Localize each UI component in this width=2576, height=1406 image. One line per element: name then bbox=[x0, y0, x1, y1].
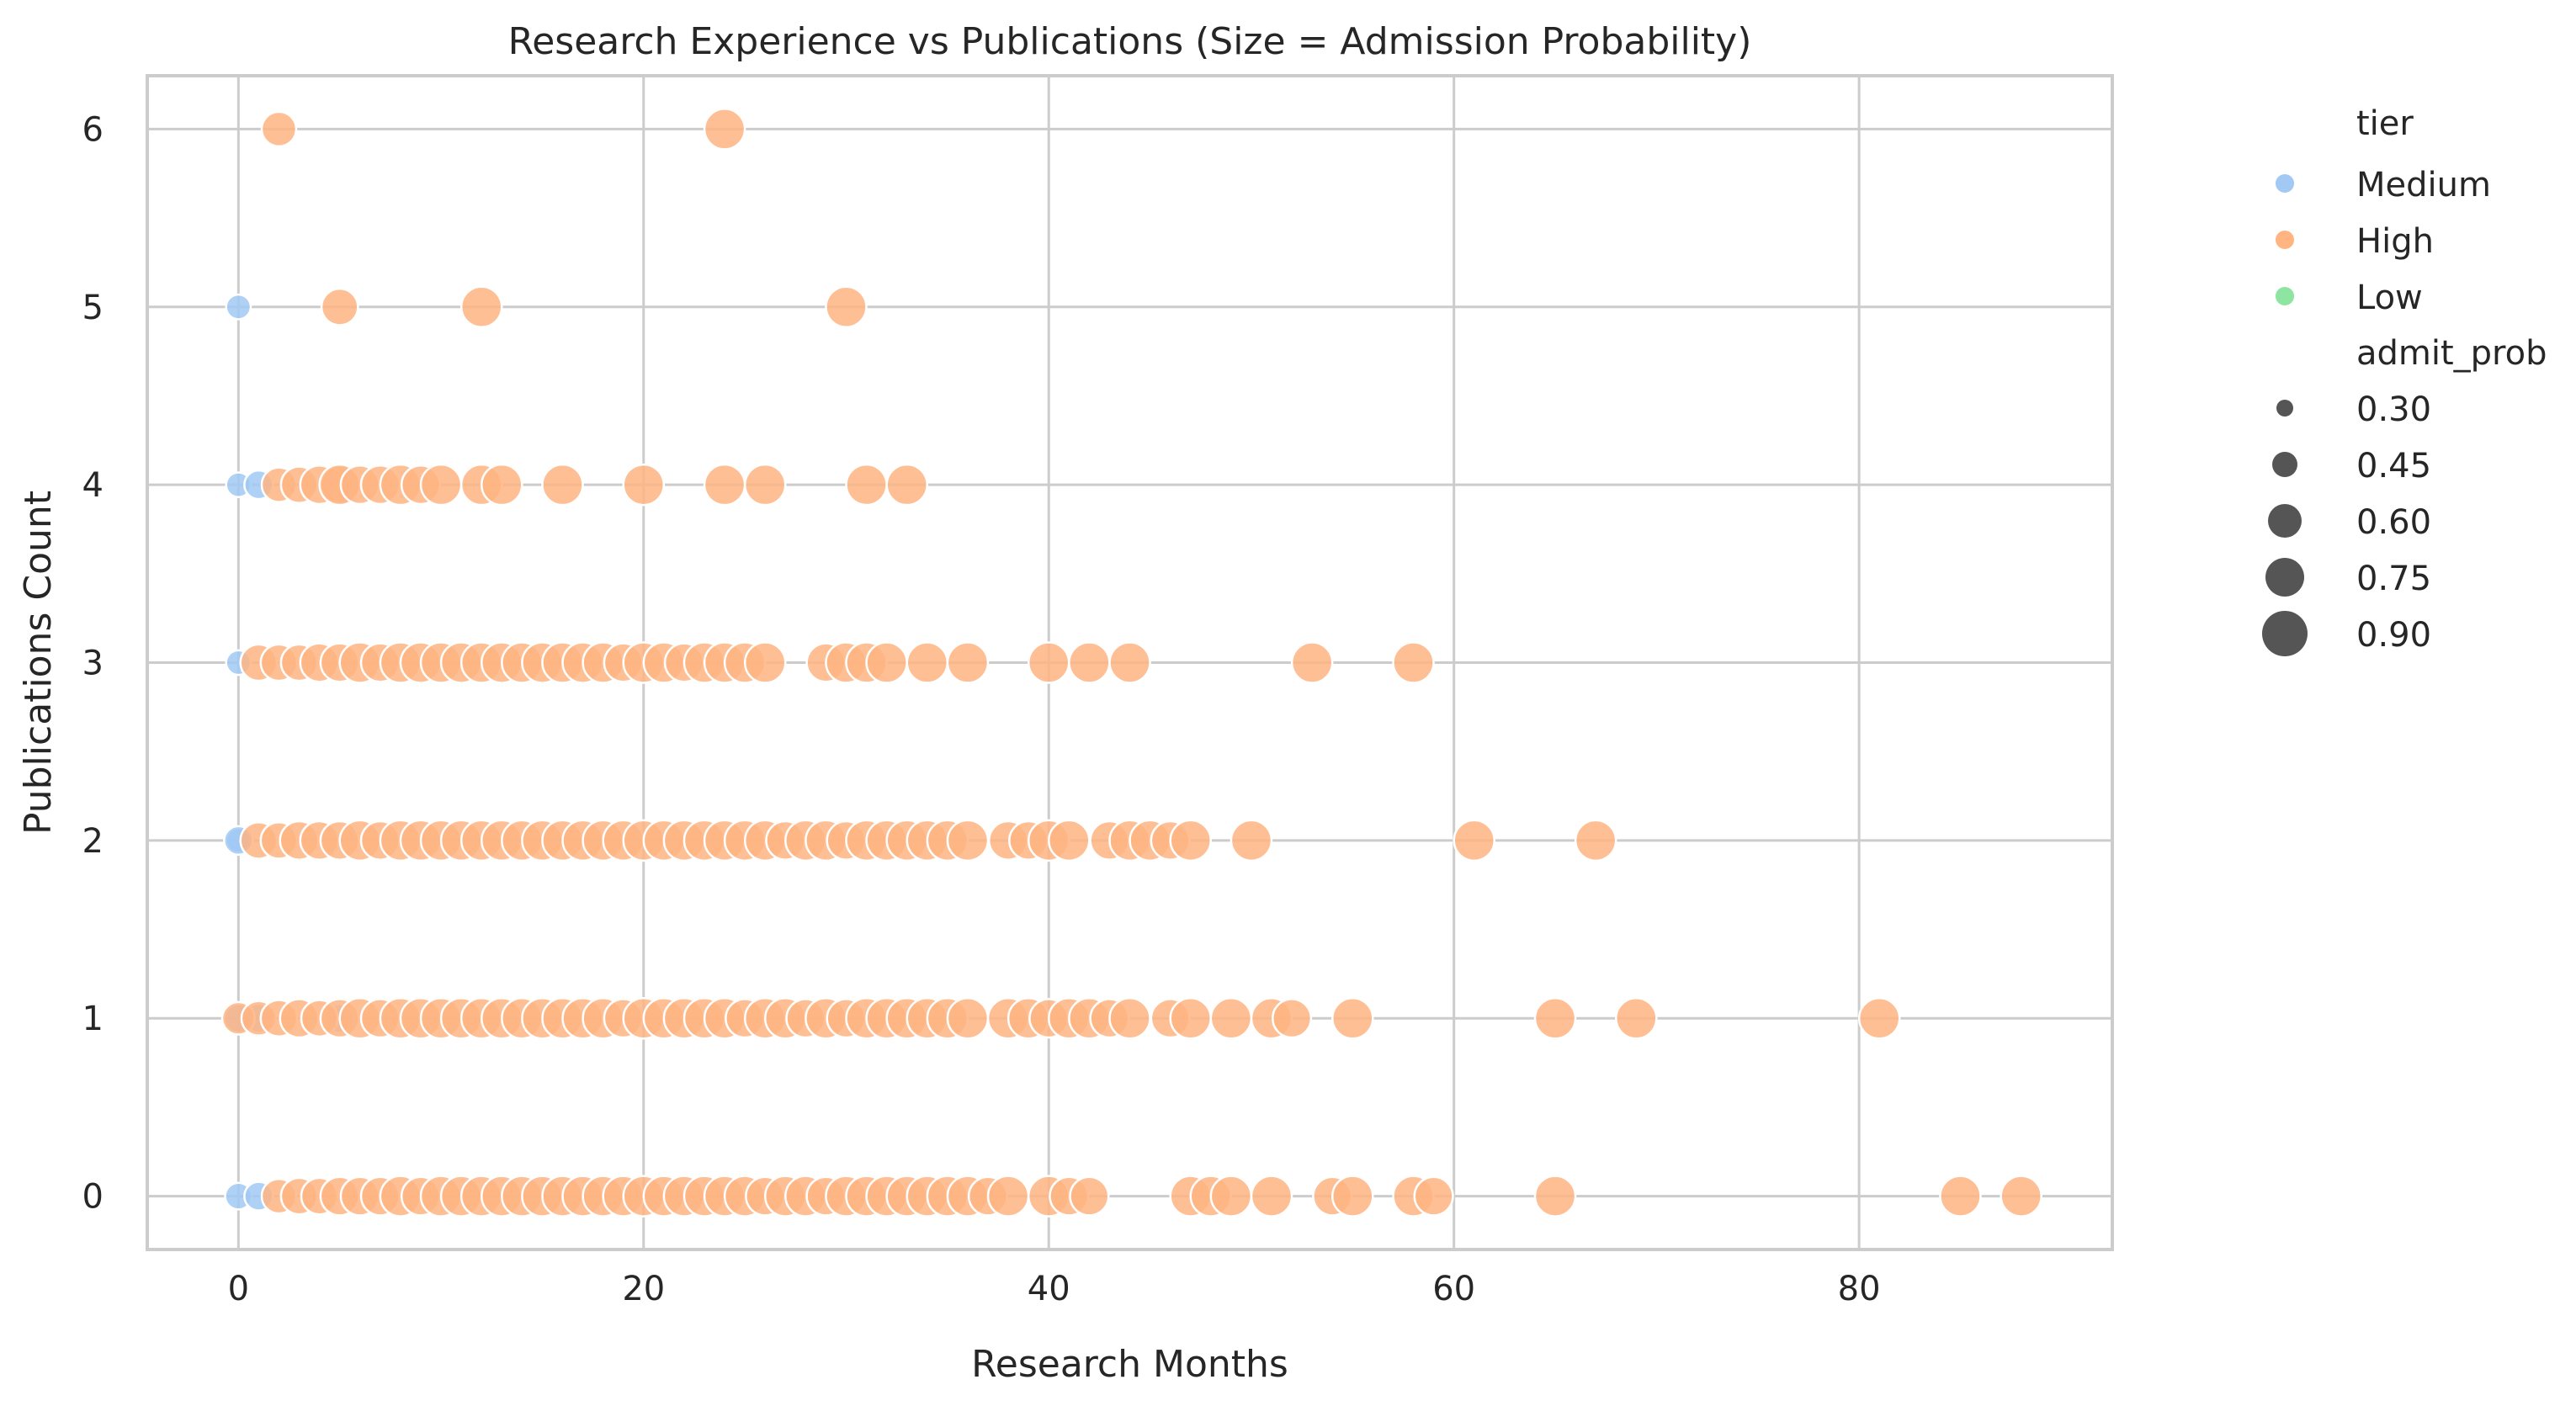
data-point-high bbox=[865, 641, 908, 684]
data-point-high bbox=[1250, 1175, 1293, 1218]
data-point-high bbox=[1533, 996, 1577, 1040]
data-point-high bbox=[1615, 996, 1658, 1040]
legend: tier Medium High Low admit_prob 0.30 0.45 0.60 0… bbox=[2262, 104, 2547, 656]
x-tick-label: 20 bbox=[622, 1270, 665, 1308]
legend-size-marker bbox=[2262, 611, 2308, 656]
data-point-high bbox=[1069, 1175, 1110, 1217]
data-point-high bbox=[622, 463, 666, 507]
legend-label-medium: Medium bbox=[2356, 166, 2491, 204]
legend-marker-high bbox=[2276, 231, 2294, 249]
data-point-high bbox=[1209, 996, 1253, 1040]
data-point-high bbox=[885, 463, 928, 507]
legend-label-high: High bbox=[2356, 222, 2434, 261]
data-point-high bbox=[1533, 1175, 1577, 1218]
legend-size-label: 0.75 bbox=[2356, 560, 2431, 598]
data-point-high bbox=[1169, 996, 1212, 1040]
y-tick-label: 6 bbox=[82, 110, 104, 149]
data-point-high bbox=[1108, 641, 1151, 684]
legend-marker-medium bbox=[2276, 174, 2294, 193]
data-point-medium bbox=[225, 293, 252, 321]
legend-size-label: 0.30 bbox=[2356, 390, 2431, 429]
x-tick-label: 0 bbox=[228, 1270, 249, 1308]
data-point-high bbox=[1271, 998, 1313, 1039]
data-point-high bbox=[1574, 819, 1617, 862]
data-point-high bbox=[2000, 1175, 2042, 1218]
data-point-high bbox=[1331, 1175, 1374, 1218]
data-point-high bbox=[1209, 1175, 1253, 1218]
data-point-high bbox=[946, 819, 990, 862]
y-axis-label: Publications Count bbox=[17, 491, 60, 835]
x-tick-label: 60 bbox=[1432, 1270, 1475, 1308]
y-tick-label: 0 bbox=[82, 1178, 104, 1217]
data-point-high bbox=[743, 463, 787, 507]
legend-size-marker bbox=[2276, 400, 2293, 416]
data-point-high bbox=[320, 287, 359, 326]
data-point-high bbox=[260, 110, 298, 148]
tick-labels: 0 20 40 60 80 0 1 2 3 4 5 6 bbox=[82, 110, 1881, 1308]
legend-size-label: 0.90 bbox=[2356, 616, 2431, 655]
data-point-high bbox=[1453, 819, 1495, 862]
x-axis-label: Research Months bbox=[971, 1343, 1288, 1386]
data-point-high bbox=[1392, 641, 1435, 684]
data-point-high bbox=[419, 463, 463, 507]
data-point-high bbox=[743, 641, 787, 684]
data-point-high bbox=[1068, 641, 1111, 684]
y-tick-label: 4 bbox=[82, 466, 104, 505]
data-point-high bbox=[1230, 819, 1273, 862]
plot-frame bbox=[146, 74, 2114, 1251]
x-tick-label: 80 bbox=[1838, 1270, 1881, 1308]
data-point-high bbox=[1413, 1175, 1454, 1217]
data-point-high bbox=[1290, 641, 1334, 684]
legend-label-low: Low bbox=[2356, 279, 2423, 317]
legend-hue-title: tier bbox=[2356, 104, 2414, 143]
legend-size-marker bbox=[2272, 452, 2297, 477]
data-point-high bbox=[825, 285, 868, 329]
data-point-high bbox=[1939, 1175, 1982, 1218]
data-points bbox=[220, 108, 2042, 1218]
data-point-high bbox=[906, 641, 949, 684]
data-point-high bbox=[1027, 641, 1070, 684]
data-point-high bbox=[1108, 996, 1151, 1040]
x-tick-label: 40 bbox=[1028, 1270, 1070, 1308]
data-point-high bbox=[1331, 996, 1374, 1040]
data-point-high bbox=[703, 463, 746, 507]
legend-size-marker bbox=[2265, 558, 2304, 597]
legend-marker-low bbox=[2276, 287, 2294, 305]
data-point-high bbox=[541, 463, 584, 507]
data-point-high bbox=[703, 108, 746, 151]
chart-title: Research Experience vs Publications (Siz… bbox=[508, 20, 1752, 63]
data-point-high bbox=[481, 463, 523, 507]
y-tick-label: 5 bbox=[82, 289, 104, 327]
y-tick-label: 2 bbox=[82, 822, 104, 861]
data-point-high bbox=[1169, 819, 1212, 862]
legend-size-label: 0.45 bbox=[2356, 447, 2431, 485]
data-point-high bbox=[986, 1175, 1030, 1218]
data-point-high bbox=[946, 641, 990, 684]
legend-size-marker bbox=[2268, 504, 2302, 538]
y-tick-label: 3 bbox=[82, 645, 104, 683]
data-point-high bbox=[845, 463, 888, 507]
y-tick-label: 1 bbox=[82, 1000, 104, 1038]
data-point-high bbox=[946, 996, 990, 1040]
data-point-high bbox=[1857, 996, 1901, 1040]
data-point-high bbox=[1048, 819, 1091, 862]
data-point-high bbox=[459, 285, 503, 329]
legend-size-title: admit_prob bbox=[2356, 334, 2547, 373]
legend-size-label: 0.60 bbox=[2356, 503, 2431, 542]
